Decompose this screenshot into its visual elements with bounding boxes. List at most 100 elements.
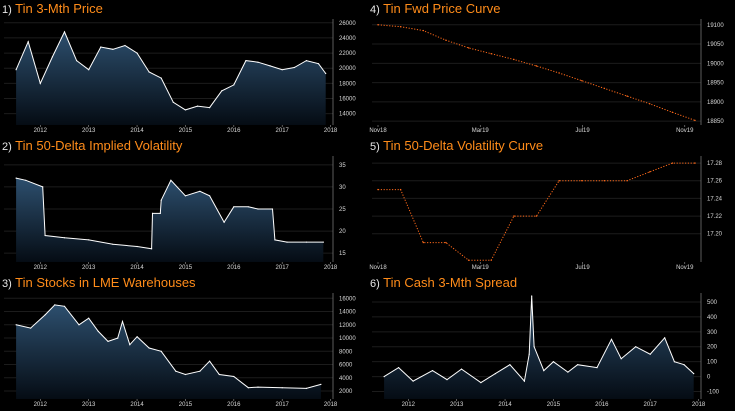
x-tick-label: 2012: [402, 402, 416, 408]
data-point: [480, 382, 482, 384]
y-tick-label: 14000: [339, 112, 356, 118]
tin-fwd-price-curve-chart: 18850 18900 18950 19000 19050 19100 Nov18 Mar19…: [369, 19, 724, 134]
data-point: [209, 107, 211, 109]
y-tick-label: 18900: [707, 100, 724, 106]
x-tick-label: Jul19: [575, 265, 590, 271]
data-point: [281, 69, 283, 71]
data-point: [209, 195, 211, 197]
y-tick-label: 0: [707, 375, 711, 381]
y-tick-label: 4000: [339, 376, 353, 382]
tin-volatility-curve-chart: 17.20 17.22 17.24 17.26 17.28 Nov18 Mar19 Jul19…: [369, 156, 723, 271]
data-point: [377, 188, 379, 191]
data-point: [42, 186, 44, 188]
y-tick-label: 6000: [339, 363, 353, 369]
series-line: [378, 162, 695, 261]
y-tick-label: 24000: [339, 36, 356, 42]
data-point: [509, 364, 511, 366]
data-point: [88, 239, 90, 241]
data-point: [513, 58, 515, 61]
panel-title: 3) Tin Stocks in LME Warehouses: [2, 274, 196, 291]
y-tick-label: 8000: [339, 349, 353, 355]
data-point: [673, 361, 675, 363]
x-tick-label: 2018: [324, 402, 338, 408]
data-point: [233, 84, 235, 86]
y-tick-label: 100: [707, 360, 718, 366]
x-tick-label: 2013: [450, 402, 464, 408]
panel-number: 6): [370, 278, 380, 290]
y-tick-label: 30: [339, 185, 346, 191]
data-point: [25, 179, 27, 181]
x-tick-label: Mar19: [472, 128, 490, 134]
data-point: [649, 171, 651, 173]
data-point: [124, 44, 126, 47]
data-point: [160, 77, 162, 79]
y-tick-label: 15: [339, 251, 346, 257]
data-point: [257, 61, 259, 63]
data-point: [305, 60, 307, 62]
data-point: [78, 324, 80, 326]
data-point: [671, 162, 674, 164]
data-point: [377, 24, 379, 26]
y-tick-label: 22000: [339, 51, 356, 57]
data-point: [274, 239, 276, 241]
x-tick-label: 2013: [82, 402, 96, 408]
y-tick-label: 2000: [339, 389, 353, 395]
x-tick-label: Jul19: [575, 128, 590, 134]
y-tick-label: 17.22: [707, 214, 723, 220]
data-point: [247, 206, 249, 208]
data-point: [664, 337, 666, 339]
y-tick-label: 20: [339, 229, 346, 235]
data-point: [649, 103, 651, 105]
panel-title: 2) Tin 50-Delta Implied Volatility: [2, 137, 182, 154]
y-tick-label: 10000: [339, 336, 356, 342]
data-point: [51, 56, 54, 58]
data-point: [620, 358, 622, 360]
data-point: [523, 380, 525, 382]
data-point: [603, 180, 606, 182]
data-point: [467, 259, 470, 261]
data-point: [15, 69, 17, 71]
data-point: [63, 237, 66, 239]
data-point: [322, 241, 324, 243]
data-point: [412, 380, 414, 382]
data-point: [160, 199, 162, 201]
data-point: [271, 208, 274, 210]
y-tick-label: 14000: [339, 310, 356, 316]
data-point: [558, 180, 560, 182]
x-tick-label: 2013: [82, 265, 96, 271]
data-point: [683, 364, 685, 366]
y-tick-label: 17.28: [707, 161, 723, 167]
y-tick-label: 12000: [339, 323, 356, 329]
chart-panel-tin-cash-3mth-spread: 6) Tin Cash 3-Mth Spread -100 0 100 200 300 4…: [368, 274, 735, 411]
y-tick-label: -100: [707, 390, 720, 396]
data-point: [15, 324, 17, 326]
data-point: [286, 241, 288, 243]
tin-lme-stocks-chart: 2000 4000 6000 8000 10000 12000 14000 16000 2012…: [4, 293, 356, 408]
series-area: [384, 296, 694, 399]
data-point: [399, 26, 402, 28]
data-point: [305, 387, 307, 389]
x-tick-label: 2015: [179, 265, 193, 271]
y-tick-label: 16000: [339, 296, 356, 302]
y-tick-label: 16000: [339, 97, 356, 103]
panel-title: 6) Tin Cash 3-Mth Spread: [370, 274, 517, 291]
data-point: [151, 212, 154, 214]
panel-number: 3): [2, 278, 12, 290]
data-point: [467, 47, 470, 49]
x-tick-label: 2017: [276, 402, 290, 408]
panel-number: 2): [2, 141, 12, 153]
data-point: [257, 208, 259, 210]
data-point: [184, 109, 186, 111]
panel-number: 1): [2, 4, 12, 16]
data-point: [626, 95, 628, 97]
series-area: [16, 31, 326, 125]
panel-number: 4): [370, 4, 380, 16]
x-tick-label: 2014: [130, 128, 144, 134]
y-tick-label: 35: [339, 163, 346, 169]
data-point: [233, 206, 235, 208]
data-point: [693, 373, 695, 375]
data-point: [431, 370, 434, 372]
x-tick-label: Mar19: [472, 265, 490, 271]
data-point: [528, 353, 530, 355]
x-tick-label: Nov19: [676, 265, 694, 271]
